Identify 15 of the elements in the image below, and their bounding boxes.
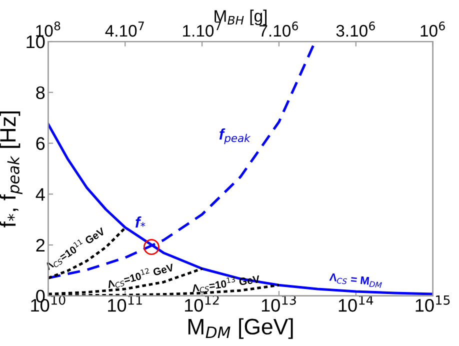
text: 3.10$^{6}$: [336, 22, 375, 37]
text: 10$^{8}$: [36, 22, 60, 37]
y-tick-label: 8: [36, 86, 45, 100]
series-label: f$_{peak}$: [219, 128, 251, 144]
y-tick-label: 6: [36, 137, 45, 150]
y-tick-label: 4: [36, 188, 45, 201]
series-label: f$_{*}$: [136, 216, 146, 228]
x-tick-label: 10$^{15}$: [416, 295, 450, 312]
text: 4.10$^{7}$: [105, 22, 144, 37]
text: 10$^{6}$: [420, 22, 445, 37]
x-axis-title: M$_{DM}$ [GeV]: [188, 318, 293, 339]
text: Λ$_{CS}$=10$^{12}$ GeV: [106, 261, 175, 290]
annotation: Λ$_{CS}$ = M$_{DM}$: [329, 273, 382, 288]
text: Λ$_{CS}$=10$^{13}$ GeV: [191, 273, 260, 294]
y-tick-label: 2: [36, 238, 45, 252]
